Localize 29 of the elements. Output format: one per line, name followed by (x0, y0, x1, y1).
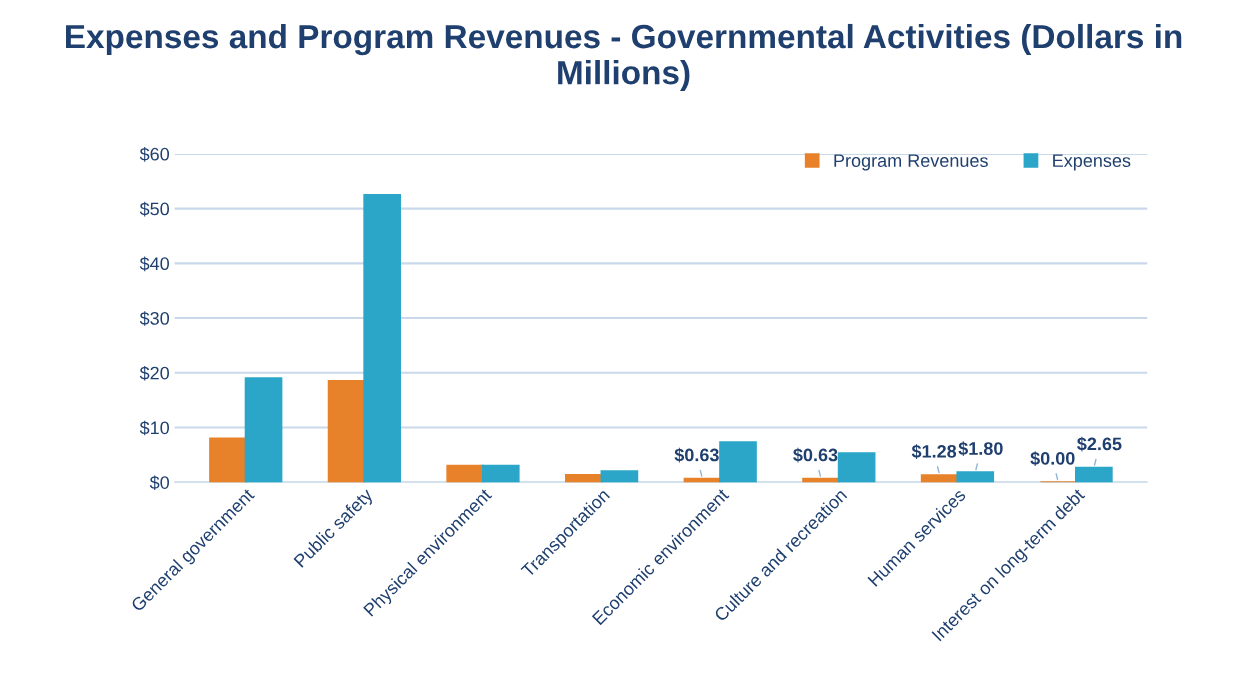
data-label: $1.28 (911, 444, 957, 459)
bar (209, 437, 247, 483)
data-label: $1.80 (958, 441, 1003, 457)
legend-label: Program Revenues (834, 154, 988, 171)
data-label: $0.63 (793, 447, 838, 463)
bar (481, 464, 520, 483)
legend-label: Expenses (1053, 154, 1131, 171)
chart-title: Expenses and Program Revenues - Governmental Activities (Dollars in Millions) (66, 23, 1182, 92)
bar (1075, 466, 1113, 483)
bar (920, 474, 959, 483)
y-tick-label: $20 (139, 365, 170, 381)
y-tick-label: $10 (139, 420, 170, 436)
y-tick-label: $0 (149, 475, 170, 491)
data-label: $0.00 (1030, 451, 1075, 466)
y-tick-label: $30 (139, 311, 170, 326)
data-label: $0.63 (674, 447, 719, 463)
data-label: $2.65 (1077, 436, 1122, 452)
bar (446, 464, 485, 483)
bar (327, 379, 366, 483)
y-tick-label: $60 (139, 147, 170, 162)
y-tick-label: $50 (139, 201, 170, 217)
bar (600, 470, 639, 483)
bar (956, 471, 995, 483)
y-tick-label: $40 (139, 256, 170, 272)
bar (363, 193, 401, 483)
bar (837, 452, 876, 483)
bar (564, 474, 603, 483)
bar (719, 441, 757, 483)
bar (244, 377, 283, 483)
